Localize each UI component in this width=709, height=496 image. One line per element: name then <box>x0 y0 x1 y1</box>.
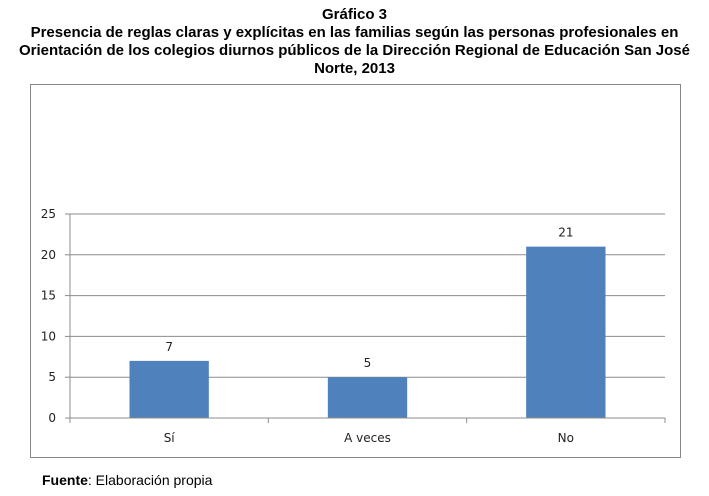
chart-title-line-2: Orientación de los colegios diurnos públ… <box>19 42 690 59</box>
source-label: Fuente <box>42 472 88 488</box>
chart-number: Gráfico 3 <box>321 6 388 23</box>
data-label-1: 5 <box>364 356 372 370</box>
source-text: : Elaboración propia <box>87 472 213 488</box>
data-label-0: 7 <box>165 340 173 354</box>
y-tick-label-4: 20 <box>41 248 56 262</box>
category-label-2: No <box>558 431 574 445</box>
category-label-0: Sí <box>164 431 176 445</box>
labels: 0 5 10 15 20 25 7 Sí 5 A veces 21 No <box>41 207 574 445</box>
category-label-1: A veces <box>344 431 391 445</box>
y-tick-label-5: 25 <box>41 207 56 221</box>
axes <box>65 213 666 423</box>
y-tick-label-0: 0 <box>48 411 56 425</box>
bar-2 <box>526 246 606 418</box>
chart-heading: Gráfico 3 Presencia de reglas claras y e… <box>0 6 709 78</box>
data-label-2: 21 <box>558 226 573 240</box>
chart-title-line-3: Norte, 2013 <box>314 60 395 77</box>
bar-1 <box>327 377 408 418</box>
y-tick-label-2: 10 <box>41 329 56 343</box>
bar-0 <box>129 360 209 418</box>
bars <box>129 246 606 418</box>
source-note: Fuente: Elaboración propia <box>42 472 212 488</box>
chart-title-line-1: Presencia de reglas claras y explícitas … <box>30 24 679 41</box>
y-tick-label-1: 5 <box>48 370 56 384</box>
y-tick-label-3: 15 <box>41 289 56 303</box>
